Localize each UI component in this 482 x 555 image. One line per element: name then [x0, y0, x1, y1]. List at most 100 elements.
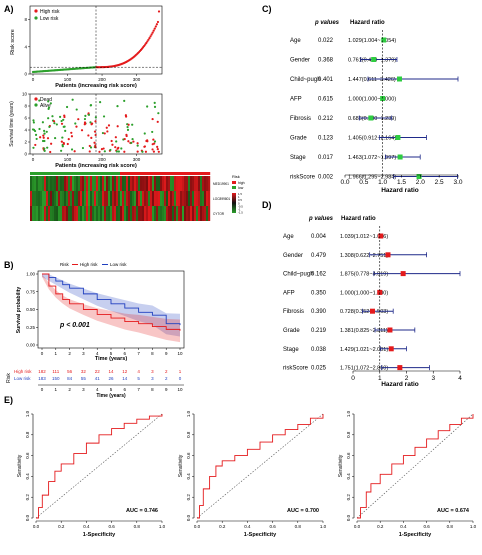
heatmap-cell	[118, 206, 121, 221]
km-xtick-label: 3	[82, 351, 85, 356]
heatmap-scale-label: 1.5	[238, 192, 242, 196]
heatmap-cell	[126, 206, 129, 221]
heatmap-cell	[122, 176, 125, 191]
heatmap-risk-bar-cell	[158, 172, 161, 175]
roc-curve	[197, 414, 324, 519]
heatmap-cell	[78, 206, 81, 221]
heatmap-risk-bar-cell	[122, 172, 125, 175]
heatmap-cell	[158, 191, 161, 206]
heatmap-risk-bar-cell	[140, 172, 143, 175]
forest-row-hr: 1.447(0.611~3.426)	[348, 77, 396, 83]
km-ytick-label: 0.50	[26, 307, 35, 312]
heatmap-risk-bar-cell	[148, 172, 151, 175]
heatmap-cell	[132, 176, 135, 191]
forest-row-name: Gender	[290, 58, 310, 64]
roc-xtick-label: 0.6	[269, 524, 276, 529]
heatmap-cell	[88, 176, 91, 191]
heatmap-cell	[50, 206, 53, 221]
forest-row-hr: 0.728(0.352~1.503)	[340, 309, 388, 315]
forest-row-hr: 1.875(0.778~4.519)	[340, 272, 388, 278]
heatmap-cell	[84, 176, 87, 191]
heatmap-risk-bar-cell	[94, 172, 97, 175]
km-xlabel: Time (years)	[95, 356, 127, 362]
heatmap-cell	[204, 191, 207, 206]
heatmap-cell	[174, 206, 177, 221]
heatmap-cell	[82, 206, 85, 221]
roc-xtick-label: 0.0	[194, 524, 201, 529]
surv-point	[62, 142, 66, 145]
surv-point	[65, 105, 69, 109]
risk-table-xtick-label: 2	[68, 387, 71, 392]
roc-ytick-label: 0.2	[186, 494, 191, 501]
surv-point	[94, 146, 97, 149]
roc-ytick-label: 0.0	[346, 514, 351, 521]
legend-dead: Dead	[40, 97, 52, 103]
legend-high-risk: High risk	[40, 9, 60, 15]
forest-xtick-label: 0.0	[340, 179, 349, 186]
forest-point	[368, 115, 374, 121]
km-ylabel: Survival probability	[16, 287, 22, 334]
surv-point	[115, 150, 118, 153]
roc-ytick-label: 0.4	[346, 473, 351, 480]
surv-point	[52, 120, 56, 123]
heatmap-cell	[48, 206, 51, 221]
heatmap-cell	[194, 206, 197, 221]
surv-point	[125, 134, 128, 138]
heatmap-legend-low: low	[238, 186, 244, 190]
heatmap-cell	[112, 191, 115, 206]
heatmap-cell	[186, 206, 189, 221]
surv-point	[101, 131, 105, 135]
surv-point	[151, 148, 154, 151]
heatmap-risk-bar-cell	[168, 172, 171, 175]
forest-point	[381, 37, 387, 43]
surv-point	[31, 128, 35, 131]
forest-row-p: 0.350	[311, 290, 327, 296]
heatmap-risk-bar-cell	[178, 172, 181, 175]
heatmap-gene-label: LOC899801	[213, 197, 230, 201]
panel-label-a: A)	[4, 4, 14, 14]
surv-point	[153, 140, 157, 143]
surv-point	[75, 125, 78, 128]
surv-point	[151, 130, 154, 134]
forest-xtick-label: 2	[405, 375, 409, 382]
heatmap-cell	[64, 191, 67, 206]
heatmap-cell	[196, 206, 199, 221]
surv-point	[34, 129, 37, 133]
km-ci-band-low	[42, 274, 180, 337]
heatmap-cell	[30, 191, 33, 206]
heatmap-cell	[82, 176, 85, 191]
heatmap-cell	[156, 206, 159, 221]
heatmap-cell	[92, 176, 95, 191]
risk-point	[153, 27, 156, 30]
heatmap-cell	[92, 191, 95, 206]
heatmap-risk-bar-cell	[138, 172, 141, 175]
forest-row-name: riskScore	[283, 366, 309, 372]
heatmap-risk-bar-cell	[108, 172, 111, 175]
heatmap-cell	[110, 176, 113, 191]
roc-ylabel: Sensitivity	[178, 454, 184, 477]
heatmap-cell	[168, 176, 171, 191]
heatmap-cell	[182, 191, 185, 206]
forest-xtick-label: 3.0	[453, 179, 462, 186]
heatmap-cell	[206, 206, 209, 221]
surv-point	[70, 135, 74, 138]
surv-point	[103, 150, 106, 153]
heatmap-cell	[88, 206, 91, 221]
heatmap-cell	[44, 176, 47, 191]
forest-row-hr: 1.429(1.021~2.001)	[340, 347, 388, 353]
heatmap-cell	[162, 176, 165, 191]
surv-point	[49, 150, 52, 154]
forest-plot-univariate: p values Hazard ratio Hazard ratio Age 0.…	[290, 20, 463, 194]
km-legend-low: Low risk	[110, 262, 127, 267]
roc-ytick-label: 0.2	[25, 494, 30, 501]
surv-point	[102, 147, 105, 150]
heatmap-cell	[180, 206, 183, 221]
heatmap-cell	[94, 191, 97, 206]
risk-table-cell: 55	[81, 376, 87, 381]
surv-point	[41, 121, 44, 124]
heatmap-cell	[162, 191, 165, 206]
risk-point	[156, 20, 160, 24]
heatmap-risk-bar-cell	[180, 172, 183, 175]
forest-point	[378, 233, 384, 239]
forest-xtick-label: 4	[458, 375, 462, 382]
